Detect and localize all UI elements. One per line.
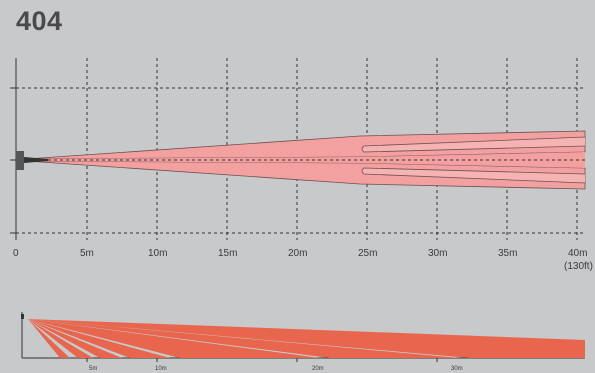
top-x-tick: 30m	[428, 248, 447, 259]
sensor-beam-origin	[24, 157, 48, 163]
top-x-tick: 40m	[568, 248, 587, 259]
top-view: 0 5m 10m 15m 20m 25m 30m 35m 40m (130ft)	[10, 58, 593, 272]
side-beam	[28, 319, 320, 358]
side-beam	[28, 319, 93, 358]
top-x-tick: 10m	[148, 248, 167, 259]
top-x-sublabel: (130ft)	[564, 261, 593, 272]
beam-lower-slot	[361, 167, 586, 184]
top-x-tick: 0	[13, 248, 19, 259]
side-x-tick-label: 5m	[89, 366, 97, 372]
side-beam	[28, 319, 460, 358]
top-x-tick: 15m	[218, 248, 237, 259]
side-sensor-icon	[21, 314, 24, 319]
page-title: 404	[16, 6, 63, 36]
side-x-tick-label: 10m	[155, 366, 167, 372]
sensor-icon	[16, 151, 24, 170]
side-x-tick-label: 30m	[451, 366, 463, 372]
side-beam	[28, 319, 122, 358]
side-x-tick-label: 20m	[312, 366, 324, 372]
top-x-tick: 5m	[80, 248, 94, 259]
side-view: 5m 10m 20m 30m	[21, 312, 585, 372]
side-beam	[28, 319, 585, 358]
top-x-tick: 25m	[358, 248, 377, 259]
beam-center	[26, 152, 585, 168]
beam-upper-slot	[361, 136, 586, 153]
top-x-tick: 20m	[288, 248, 307, 259]
side-beam	[28, 319, 70, 358]
top-x-tick: 35m	[498, 248, 517, 259]
side-beam	[28, 319, 170, 358]
